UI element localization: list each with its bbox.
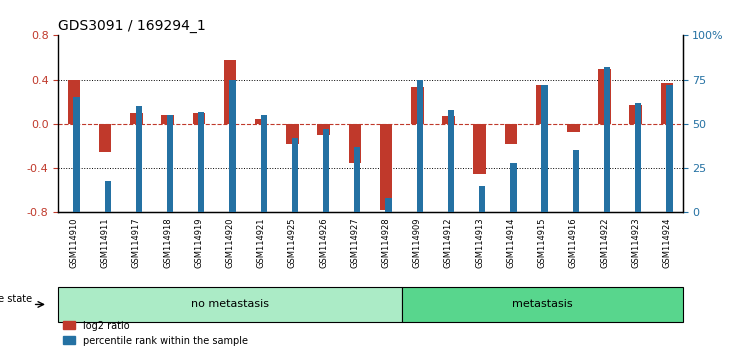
Bar bbox=[411, 87, 423, 124]
Bar bbox=[536, 85, 548, 124]
Bar bbox=[573, 150, 579, 212]
Bar bbox=[199, 112, 204, 212]
Bar bbox=[349, 124, 361, 162]
Bar bbox=[661, 83, 673, 124]
Bar bbox=[354, 147, 361, 212]
Bar bbox=[442, 116, 455, 124]
Bar bbox=[479, 186, 485, 212]
Bar bbox=[629, 105, 642, 124]
Bar bbox=[448, 110, 454, 212]
Bar bbox=[474, 124, 486, 174]
Bar bbox=[286, 124, 299, 144]
Bar bbox=[292, 138, 298, 212]
Bar bbox=[604, 67, 610, 212]
Bar bbox=[323, 129, 329, 212]
Bar bbox=[224, 60, 237, 124]
Text: GDS3091 / 169294_1: GDS3091 / 169294_1 bbox=[58, 19, 206, 33]
Text: no metastasis: no metastasis bbox=[191, 299, 269, 309]
Bar bbox=[130, 113, 142, 124]
Bar bbox=[635, 103, 642, 212]
Bar bbox=[504, 124, 517, 144]
Text: disease state: disease state bbox=[0, 294, 32, 304]
Bar bbox=[167, 115, 173, 212]
Bar bbox=[510, 163, 517, 212]
Bar bbox=[68, 80, 80, 124]
Bar bbox=[104, 181, 111, 212]
Bar bbox=[255, 119, 267, 124]
Bar bbox=[136, 106, 142, 212]
Bar bbox=[229, 80, 236, 212]
Bar bbox=[193, 113, 205, 124]
Bar bbox=[417, 80, 423, 212]
Bar bbox=[318, 124, 330, 135]
Bar bbox=[380, 124, 392, 210]
Text: metastasis: metastasis bbox=[512, 299, 572, 309]
Bar bbox=[58, 287, 402, 322]
Bar bbox=[99, 124, 112, 152]
Bar bbox=[385, 198, 392, 212]
Bar bbox=[161, 115, 174, 124]
Bar bbox=[567, 124, 580, 132]
Bar bbox=[402, 287, 683, 322]
Bar bbox=[261, 115, 267, 212]
Bar bbox=[74, 97, 80, 212]
Bar bbox=[542, 85, 548, 212]
Bar bbox=[666, 85, 672, 212]
Legend: log2 ratio, percentile rank within the sample: log2 ratio, percentile rank within the s… bbox=[64, 321, 247, 346]
Bar bbox=[599, 69, 611, 124]
